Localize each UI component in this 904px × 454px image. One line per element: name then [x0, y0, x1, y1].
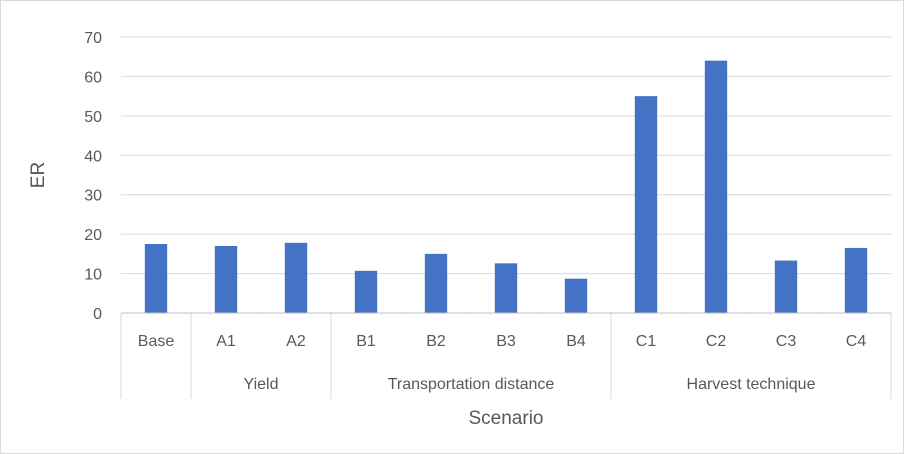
- y-axis: 0 10 20 30 40 50 60 70: [84, 30, 102, 323]
- x-tick-label: Base: [138, 333, 175, 350]
- bar-B4: [564, 278, 588, 313]
- gridlines: [121, 36, 891, 314]
- x-tick-label: B3: [496, 333, 516, 350]
- y-tick-label: 60: [84, 69, 102, 86]
- group-label: Harvest technique: [687, 376, 816, 393]
- y-tick-label: 30: [84, 188, 102, 205]
- x-axis: Base A1 A2 B1 B2 B3 B4 C1 C2 C3 C4 Yield Transportat…: [120, 312, 892, 399]
- x-tick-label: C2: [706, 333, 727, 350]
- bar-B1: [354, 270, 378, 313]
- bar-Base: [144, 244, 168, 313]
- y-tick-label: 10: [84, 267, 102, 284]
- bar-C4: [844, 247, 868, 313]
- y-tick-label: 40: [84, 148, 102, 165]
- y-tick-label: 70: [84, 30, 102, 47]
- y-axis-title: ER: [28, 162, 49, 188]
- x-tick-label: C3: [776, 333, 797, 350]
- y-tick-label: 20: [84, 227, 102, 244]
- bar-C3: [774, 260, 798, 313]
- bar-A1: [214, 245, 238, 313]
- x-tick-label: B1: [356, 333, 376, 350]
- x-tick-label: B2: [426, 333, 446, 350]
- bar-C1: [634, 96, 658, 314]
- bar-A2: [284, 242, 308, 313]
- bar-B3: [494, 263, 518, 313]
- bar-C2: [704, 60, 728, 314]
- group-label: Yield: [244, 376, 279, 393]
- x-tick-label: A2: [286, 333, 306, 350]
- y-tick-label: 50: [84, 109, 102, 126]
- y-tick-label: 0: [93, 306, 102, 323]
- x-tick-label: A1: [216, 333, 236, 350]
- x-tick-label: C4: [846, 333, 867, 350]
- bars: [144, 60, 868, 314]
- bar-B2: [424, 253, 448, 313]
- group-label: Transportation distance: [388, 376, 555, 393]
- x-tick-label: B4: [566, 333, 586, 350]
- x-axis-title: Scenario: [469, 408, 544, 429]
- x-tick-label: C1: [636, 333, 657, 350]
